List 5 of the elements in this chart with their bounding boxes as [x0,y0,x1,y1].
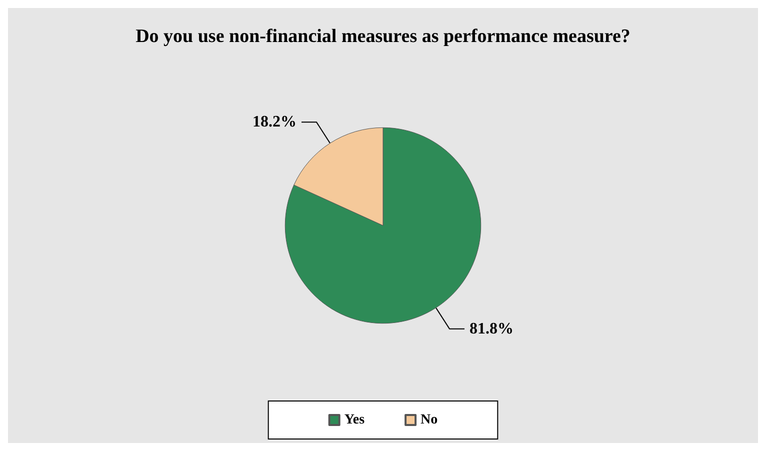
data-label: 81.8% [469,320,514,338]
chart-title: Do you use non-financial measures as performance measure? [136,26,630,47]
legend-label: No [420,412,438,428]
data-label: 18.2% [252,114,297,131]
legend-label: Yes [344,412,366,428]
